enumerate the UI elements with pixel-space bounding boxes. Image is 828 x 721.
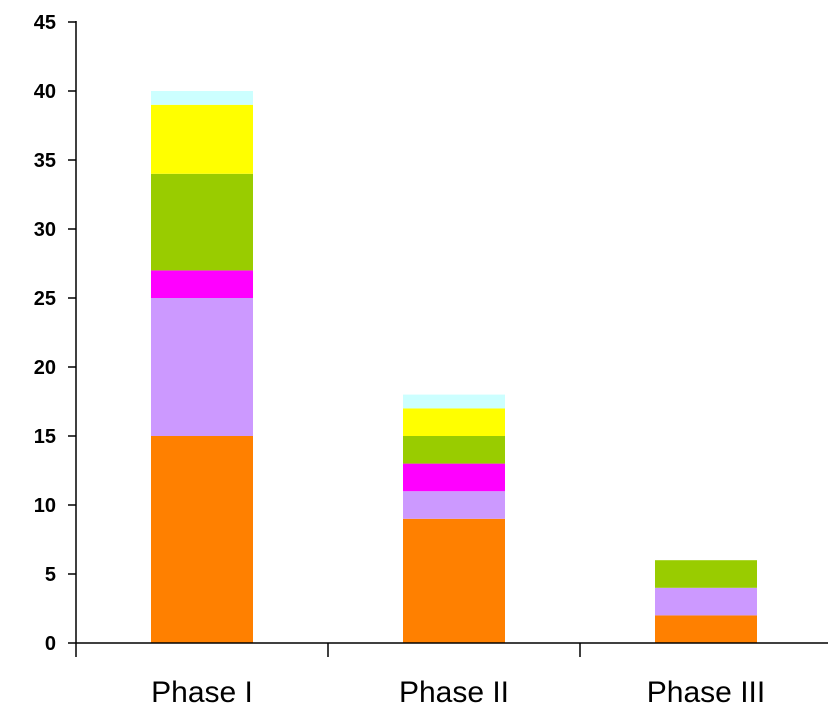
bar-segment-3-4 (655, 560, 757, 588)
bar-segment-1-5 (151, 104, 253, 174)
y-tick-label: 35 (34, 150, 56, 172)
y-tick-label: 5 (45, 564, 56, 586)
bar-segment-1-3 (151, 270, 253, 298)
bar-segment-1-6 (151, 91, 253, 105)
x-category-label: Phase II (399, 676, 509, 709)
bar-segment-1-2 (151, 298, 253, 436)
y-axis: 0 5 10 15 20 25 30 35 40 45 (34, 12, 77, 655)
bar-segment-2-5 (403, 408, 505, 436)
x-category-label: Phase III (647, 676, 765, 709)
bar-segment-1-4 (151, 173, 253, 271)
x-axis: Phase I Phase II Phase III (75, 642, 828, 709)
bar-segment-2-2 (403, 491, 505, 519)
bar-segment-3-1 (655, 615, 757, 643)
bar-segment-2-4 (403, 436, 505, 464)
y-tick-label: 40 (34, 81, 56, 103)
bar-segment-2-6 (403, 394, 505, 409)
y-tick-label: 20 (34, 357, 56, 379)
y-tick-label: 25 (34, 288, 56, 310)
y-tick-label: 45 (34, 12, 56, 34)
bar-segment-2-3 (403, 463, 505, 492)
y-tick-label: 15 (34, 426, 56, 448)
y-tick-label: 30 (34, 219, 56, 241)
bar-segment-2-1 (403, 518, 505, 643)
bar-segment-3-2 (655, 587, 757, 616)
bar-segment-1-1 (151, 436, 253, 643)
bars-layer (151, 91, 757, 643)
y-tick-label: 0 (45, 633, 56, 655)
x-category-label: Phase I (151, 676, 253, 709)
y-tick-label: 10 (34, 495, 56, 517)
